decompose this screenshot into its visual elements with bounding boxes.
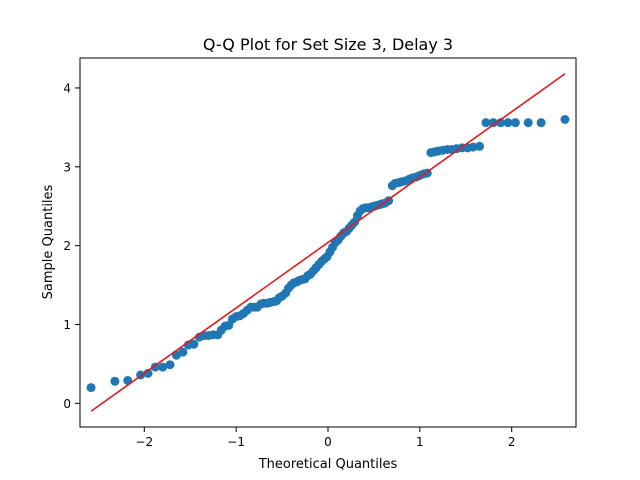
x-tick-label: 0 <box>324 435 332 449</box>
y-tick-label: 1 <box>63 318 71 332</box>
y-tick-label: 3 <box>63 160 71 174</box>
data-point <box>510 118 520 128</box>
data-point <box>488 118 498 128</box>
y-tick-label: 0 <box>63 397 71 411</box>
x-tick-label: −2 <box>135 435 153 449</box>
x-axis-label: Theoretical Quantiles <box>258 457 398 472</box>
x-tick-label: 2 <box>508 435 516 449</box>
data-point <box>86 383 96 393</box>
reference-line <box>90 73 566 412</box>
x-axis-ticks: −2 −1 0 1 2 <box>135 427 516 449</box>
data-point <box>150 362 160 372</box>
data-point <box>189 339 199 349</box>
data-point <box>178 347 188 357</box>
chart-title: Q-Q Plot for Set Size 3, Delay 3 <box>203 35 453 54</box>
data-point <box>158 362 168 372</box>
data-point <box>143 368 153 378</box>
data-point <box>523 118 533 128</box>
y-tick-label: 4 <box>63 81 71 95</box>
data-point <box>503 118 513 128</box>
data-point <box>110 376 120 386</box>
y-axis-label: Sample Quantiles <box>41 184 56 299</box>
y-tick-label: 2 <box>63 239 71 253</box>
data-point <box>481 118 491 128</box>
x-tick-label: −1 <box>227 435 245 449</box>
data-point <box>536 118 546 128</box>
data-point <box>560 115 570 124</box>
y-axis-ticks: 0 1 2 3 4 <box>63 81 80 411</box>
data-point <box>475 141 485 151</box>
data-point <box>165 360 175 370</box>
x-tick-label: 1 <box>416 435 424 449</box>
sample-points <box>86 115 570 393</box>
